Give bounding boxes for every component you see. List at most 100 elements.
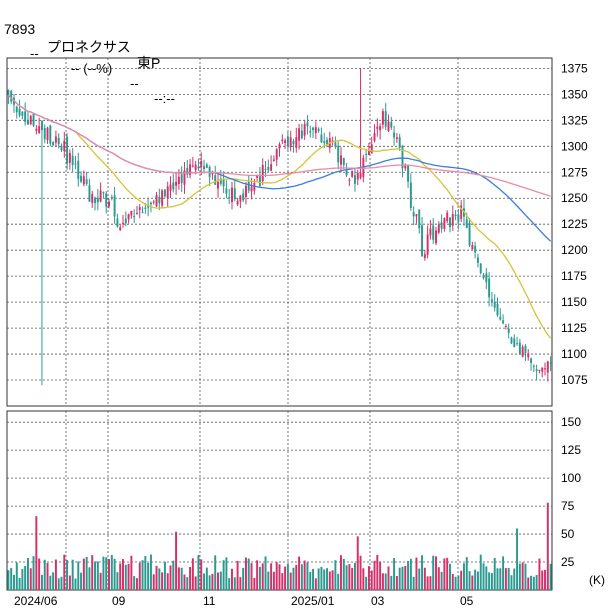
volume-tick-label: 75 [561,499,575,513]
volume-bar [149,554,152,590]
candle-body [348,179,351,181]
volume-bar [169,565,172,590]
volume-bar [253,577,256,590]
price-tick-label: 1125 [561,321,587,335]
volume-bar [13,574,15,590]
volume-bar [488,572,491,590]
candle-body [256,175,259,178]
volume-bar [66,560,69,590]
volume-bar [412,576,415,590]
candle-body [504,325,507,327]
candle-body [63,140,66,152]
volume-bar [314,578,317,590]
volume-bar [407,560,410,590]
volume-bar [504,568,507,590]
volume-bar [468,571,471,590]
volume-bar [228,578,231,590]
candle-body [446,212,449,222]
candle-body [482,274,485,279]
volume-bar [152,574,155,590]
volume-bar [535,574,538,590]
candle-body [415,214,418,217]
volume-bar [113,558,116,590]
candle-body [516,343,519,345]
volume-bar [381,573,384,590]
candle-body [524,345,527,354]
candle-body [351,170,354,177]
candle-body [113,195,116,217]
volume-bar [261,563,264,590]
candle-body [261,165,264,182]
candle-body [451,214,454,226]
volume-bar [208,575,211,590]
candle-body [74,163,77,165]
volume-bar [401,566,404,590]
candle-body [141,212,144,214]
candle-body [105,193,108,207]
candle-body [373,133,376,141]
time-tick-label: 2024/06 [14,594,58,608]
volume-bar [493,558,496,590]
candle-body [513,338,516,347]
volume-bar [306,562,309,590]
candle-body [194,164,197,171]
volume-bar [353,562,356,590]
volume-bar [63,554,66,590]
volume-bar [270,563,273,590]
candle-body [342,158,345,166]
candle-body [365,153,368,155]
volume-bar [415,557,418,590]
price-value: -- [30,46,39,61]
candle-body [258,174,261,186]
candle-body [21,111,24,116]
volume-bar [390,575,393,590]
volume-bar [496,568,499,590]
candle-body [68,153,71,163]
volume-bar [46,562,49,590]
candle-body [437,224,440,233]
volume-bar [482,563,485,590]
volume-bar [77,561,80,590]
candle-body [180,174,183,183]
stock-chart: 1075110011251150117512001225125012751300… [6,57,605,608]
volume-bar [244,557,247,590]
candle-body [538,369,541,371]
volume-bar [110,554,113,590]
volume-bar [147,562,150,590]
candle-body [88,185,91,202]
candle-body [15,106,18,113]
volume-bar [454,576,457,590]
volume-bar [233,577,236,590]
price-tick-label: 1250 [561,191,588,205]
volume-bar [516,528,519,590]
candle-body [250,186,253,192]
volume-bar [393,558,396,590]
volume-bar [163,561,166,590]
candle-body [356,172,359,180]
candle-body [96,197,99,203]
candle-body [275,149,278,160]
candle-body [135,212,138,214]
volume-bar [183,574,186,590]
candle-body [541,367,544,372]
volume-bar [256,560,259,590]
volume-bar [172,560,175,590]
volume-bar [138,562,141,590]
volume-bar [186,577,189,590]
volume-bar [435,556,437,590]
candle-body [507,328,510,333]
volume-bar [144,556,147,590]
volume-bar [175,531,178,590]
volume-bar [15,562,18,590]
candle-body [401,145,404,169]
volume-bar [155,565,158,590]
volume-bar [85,556,88,590]
volume-bar [538,558,541,590]
candle-body [395,137,398,139]
volume-bar [356,536,359,590]
candle-body [530,358,533,363]
candle-body [186,167,189,175]
volume-bar [130,555,133,590]
volume-bar [423,567,426,590]
volume-bar [499,568,502,590]
